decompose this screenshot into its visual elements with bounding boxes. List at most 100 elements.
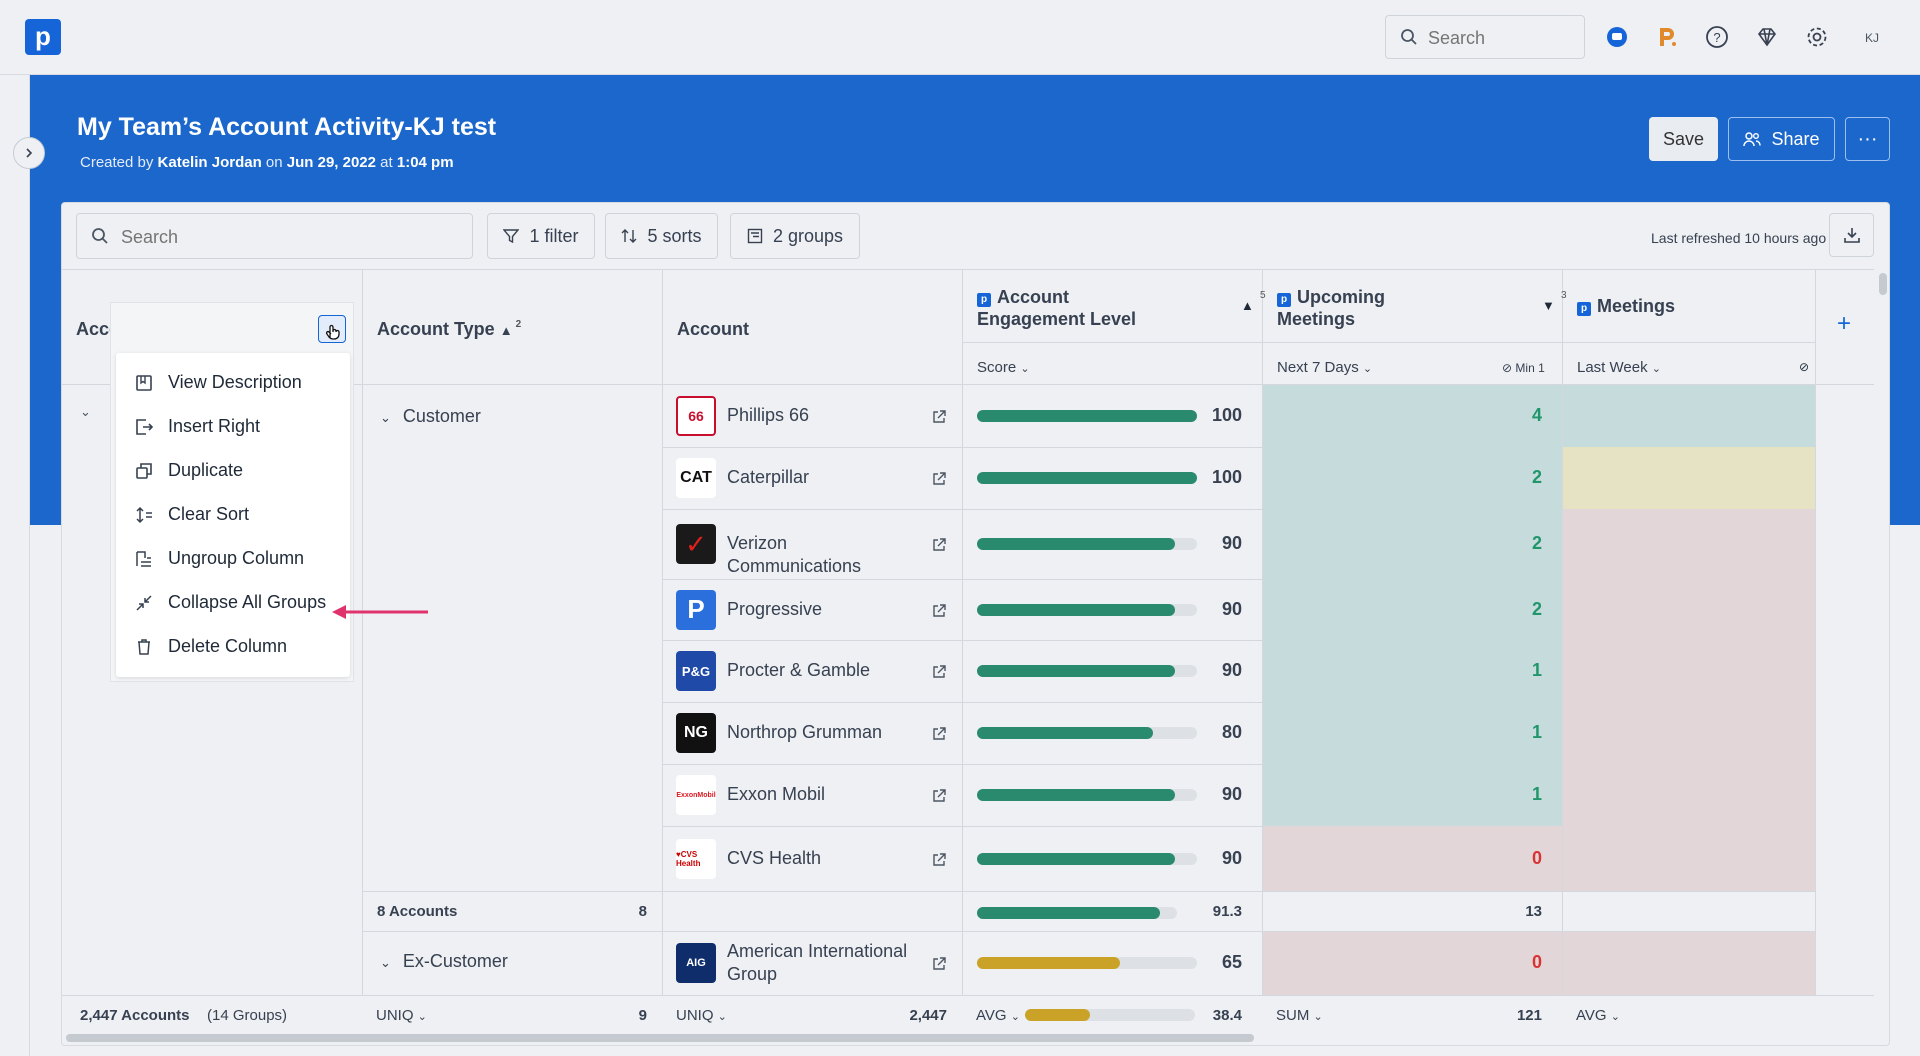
engagement-score-bar-fill [977,603,1175,616]
sorts-button[interactable]: 5 sorts [605,213,718,259]
meetings-last-week-cell [1563,702,1815,764]
external-link-icon[interactable] [931,956,947,972]
upcoming-meetings-cell [1263,931,1562,995]
engagement-score-bar [977,538,1197,550]
chevron-down-icon: ⌄ [1651,363,1661,375]
meetings-aggregate[interactable]: AVG ⌄ [1576,1007,1620,1024]
external-link-icon[interactable] [931,664,947,680]
more-options-button[interactable]: ··· [1845,117,1890,161]
external-link-icon[interactable] [931,409,947,425]
meetings-subheader[interactable]: Last Week ⌄ [1577,359,1661,376]
account-aggregate-value: 2,447 [909,1007,947,1024]
engagement-score: 100 [1211,467,1242,487]
table-toolbar: 1 filter 5 sorts 2 groups Last refreshed… [62,203,1889,269]
column-header-account-type[interactable]: Account Type ▲ 2 [377,319,521,340]
column-divider [1562,269,1563,995]
meetings-last-week-cell [1563,931,1815,995]
upcoming-agg-label: SUM [1276,1007,1310,1024]
account-logo: ✓ [676,524,716,564]
external-link-icon[interactable] [931,537,947,553]
footer-score-bar [1025,1009,1195,1021]
owner-group-chevron[interactable]: ⌄ [80,404,91,419]
save-button[interactable]: Save [1649,117,1718,161]
vertical-scrollbar[interactable] [1879,273,1887,295]
account-name[interactable]: Phillips 66 [727,405,810,425]
global-search-input[interactable] [1428,26,1578,50]
menu-item-label: Insert Right [168,416,261,436]
svg-text:?: ? [1713,30,1720,45]
menu-item-label: View Description [168,372,302,392]
summary-score-bar [977,907,1177,919]
external-link-icon[interactable] [931,788,947,804]
menu-item-view-description[interactable]: View Description [116,361,350,405]
upcoming-meetings-cell [1263,764,1562,826]
type-aggregate[interactable]: UNIQ ⌄ [376,1007,427,1024]
help-icon[interactable]: ? [1702,22,1732,52]
share-button[interactable]: Share [1728,117,1835,161]
filter-button[interactable]: 1 filter [487,213,595,259]
account-name[interactable]: Progressive [727,598,823,619]
chevron-down-icon: ⌄ [1313,1011,1323,1023]
score-aggregate[interactable]: AVG ⌄ [976,1007,1020,1024]
menu-item-duplicate[interactable]: Duplicate [116,449,350,493]
menu-item-insert-right[interactable]: Insert Right [116,405,350,449]
user-avatar[interactable]: KJ [1856,22,1888,54]
subheader-divider [1562,342,1815,343]
engagement-score: 100 [1211,405,1242,425]
external-link-icon[interactable] [931,603,947,619]
download-button[interactable] [1829,213,1874,257]
external-link-icon[interactable] [931,852,947,868]
menu-item-collapse-all-groups[interactable]: Collapse All Groups [116,581,350,625]
filter-label: 1 filter [529,225,579,246]
column-header-engagement[interactable]: p Account Engagement Level [977,286,1136,330]
column-header-account[interactable]: Account [677,319,749,339]
engagement-subheader[interactable]: Score ⌄ [977,359,1030,376]
gear-icon[interactable] [1802,22,1832,52]
account-name[interactable]: Procter & Gamble [727,660,871,680]
group-ex-customer-label: Ex-Customer [402,951,508,971]
upcoming-subheader[interactable]: Next 7 Days ⌄ [1277,359,1372,376]
created-at-word: at [380,154,393,171]
account-name[interactable]: CVS Health [727,847,822,868]
column-divider [362,269,363,995]
account-logo: P&G [676,651,716,691]
menu-item-clear-sort[interactable]: Clear Sort [116,493,350,537]
column-header-upcoming-meetings[interactable]: p Upcoming Meetings [1277,286,1385,330]
upcoming-aggregate[interactable]: SUM ⌄ [1276,1007,1323,1024]
global-search[interactable] [1385,15,1585,59]
engagement-score: 65 [1221,952,1242,972]
upcoming-meetings-count: 2 [1531,467,1542,487]
cursor-hand-icon [325,324,340,340]
brand-p-icon[interactable] [1652,22,1682,52]
column-menu-button[interactable] [318,315,346,343]
chat-icon[interactable] [1602,22,1632,52]
external-link-icon[interactable] [931,471,947,487]
add-column-button[interactable]: + [1837,310,1852,337]
group-ex-customer[interactable]: ⌄ Ex-Customer [380,951,508,972]
account-name[interactable]: Exxon Mobil [727,784,826,804]
external-link-icon[interactable] [931,726,947,742]
expand-sidebar-button[interactable] [13,137,45,169]
account-aggregate[interactable]: UNIQ ⌄ [676,1007,727,1024]
groups-label: 2 groups [772,225,844,246]
menu-item-delete-column[interactable]: Delete Column [116,625,350,669]
menu-item-ungroup-column[interactable]: Ungroup Column [116,537,350,581]
created-on-word: on [265,154,283,171]
share-people-icon [1743,132,1762,147]
horizontal-scrollbar[interactable] [66,1034,1254,1042]
footer-score-bar-fill [1025,1009,1091,1021]
group-customer[interactable]: ⌄ Customer [380,406,481,427]
groups-button[interactable]: 2 groups [730,213,860,259]
account-name[interactable]: Caterpillar [727,467,810,487]
account-name[interactable]: Northrop Grumman [727,722,883,742]
table-search-input[interactable] [121,226,451,248]
account-name[interactable]: American International Group [727,941,908,984]
table-search[interactable] [76,213,473,259]
diamond-icon[interactable] [1752,22,1782,52]
group-count: 8 Accounts [377,903,458,920]
column-header-meetings[interactable]: p Meetings [1577,296,1675,317]
account-name[interactable]: Verizon Communications [727,533,862,576]
app-logo[interactable]: p [25,19,61,55]
chevron-down-icon: ⌄ [717,1011,727,1023]
footer-row: 2,447 Accounts (14 Groups) UNIQ ⌄ 9 UNIQ… [62,995,1874,1033]
